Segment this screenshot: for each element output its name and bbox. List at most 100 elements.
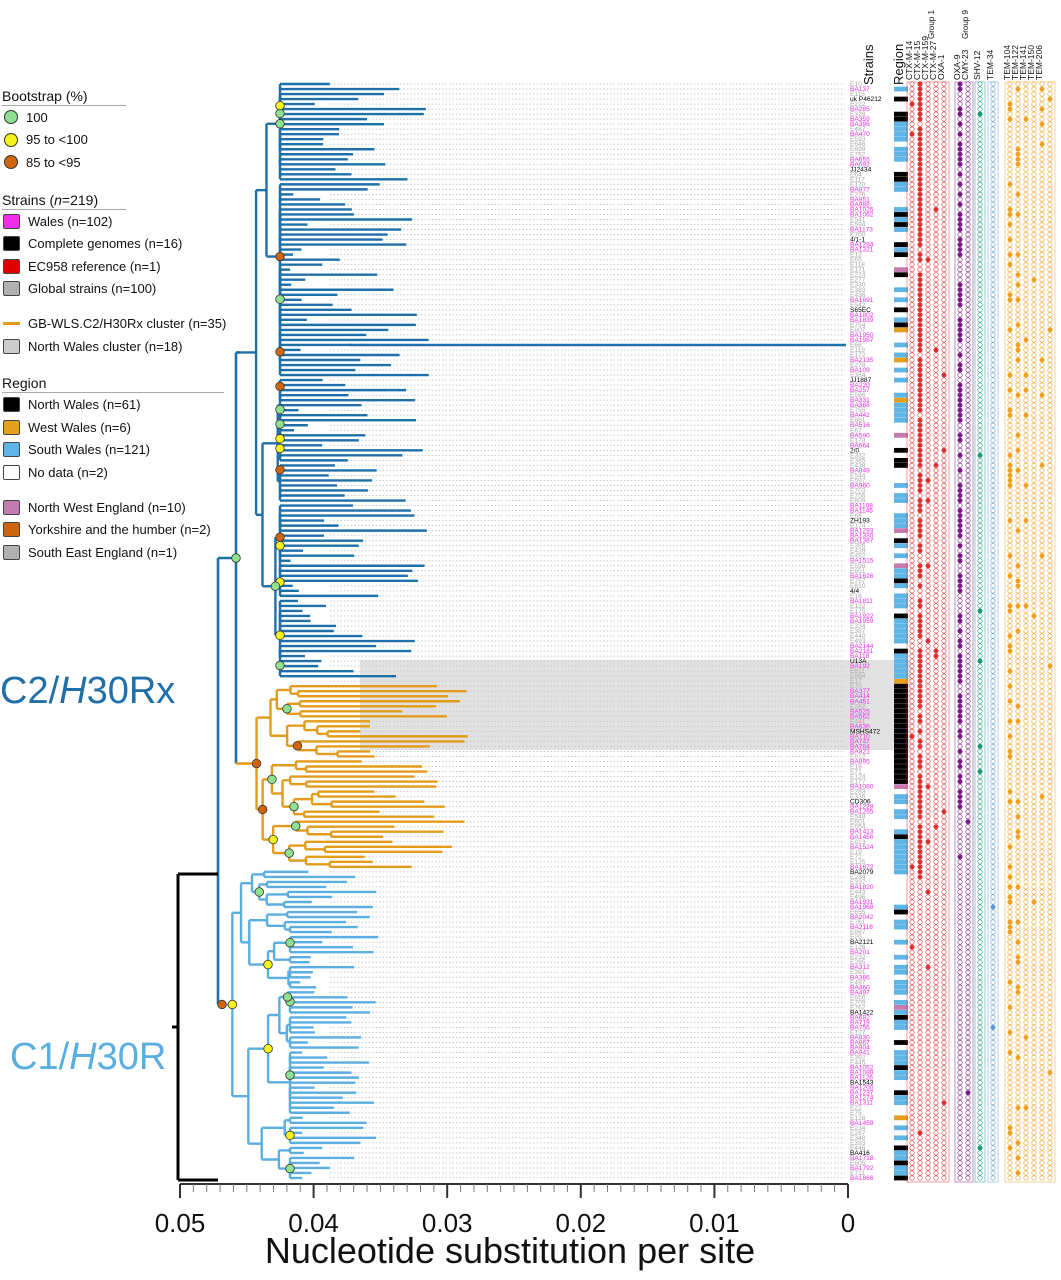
- gene-presence-dot: [925, 161, 931, 167]
- gene-presence-dot: [965, 382, 971, 388]
- gene-presence-dot: [965, 146, 971, 152]
- gene-presence-dot: [965, 528, 971, 534]
- gene-presence-dot: [1007, 176, 1013, 182]
- region-cell: [894, 969, 908, 975]
- strains-legend-item: EC958 reference (n=1): [2, 255, 232, 278]
- gene-presence-dot: [925, 166, 931, 172]
- gene-presence-dot: [933, 493, 939, 499]
- gene-presence-dot: [1039, 703, 1045, 709]
- gene-presence-dot: [1039, 191, 1045, 197]
- gene-presence-dot: [1031, 322, 1037, 328]
- gene-presence-dot: [917, 432, 923, 438]
- gene-presence-dot: [1047, 1170, 1053, 1176]
- gene-presence-dot: [990, 623, 996, 629]
- gene-presence-dot: [957, 999, 963, 1005]
- gene-presence-dot: [965, 1090, 971, 1096]
- gene-presence-dot: [917, 1060, 923, 1066]
- gene-presence-dot: [941, 738, 947, 744]
- gene-presence-dot: [965, 859, 971, 865]
- gene-presence-dot: [1047, 1085, 1053, 1091]
- gene-presence-dot: [1039, 573, 1045, 579]
- gene-presence-dot: [1015, 758, 1021, 764]
- gene-presence-dot: [977, 206, 983, 212]
- gene-presence-dot: [1007, 412, 1013, 418]
- gene-presence-dot: [909, 332, 915, 338]
- gene-presence-dot: [1031, 568, 1037, 574]
- gene-presence-dot: [957, 186, 963, 192]
- gene-presence-dot: [977, 1150, 983, 1156]
- gene-presence-dot: [1023, 257, 1029, 263]
- gene-presence-dot: [1015, 1145, 1021, 1151]
- gene-presence-dot: [1039, 588, 1045, 594]
- gene-presence-dot: [1031, 989, 1037, 995]
- gene-presence-dot: [965, 884, 971, 890]
- strains-column-header: Strains: [861, 44, 876, 85]
- gene-presence-dot: [917, 327, 923, 333]
- gene-presence-dot: [1015, 176, 1021, 182]
- gene-presence-dot: [1031, 412, 1037, 418]
- gene-presence-dot: [925, 743, 931, 749]
- gene-presence-dot: [1031, 753, 1037, 759]
- gene-presence-dot: [1031, 297, 1037, 303]
- gene-presence-dot: [1023, 181, 1029, 187]
- gene-presence-dot: [933, 352, 939, 358]
- gene-presence-dot: [965, 211, 971, 217]
- gene-presence-dot: [1047, 442, 1053, 448]
- gene-presence-dot: [1007, 784, 1013, 790]
- gene-presence-dot: [1015, 608, 1021, 614]
- gene-presence-dot: [933, 573, 939, 579]
- gene-presence-dot: [977, 141, 983, 147]
- gene-presence-dot: [977, 472, 983, 478]
- gene-presence-dot: [1047, 748, 1053, 754]
- gene-presence-dot: [925, 111, 931, 117]
- gene-presence-dot: [1031, 101, 1037, 107]
- gene-presence-dot: [957, 307, 963, 313]
- gene-presence-dot: [965, 949, 971, 955]
- gene-presence-dot: [1039, 849, 1045, 855]
- gene-presence-dot: [941, 834, 947, 840]
- gene-presence-dot: [1007, 874, 1013, 880]
- gene-presence-dot: [990, 503, 996, 509]
- gene-presence-dot: [1015, 939, 1021, 945]
- gene-presence-dot: [977, 648, 983, 654]
- gene-presence-dot: [941, 1019, 947, 1025]
- gene-presence-dot: [941, 1155, 947, 1161]
- gene-presence-dot: [941, 864, 947, 870]
- gene-presence-dot: [965, 809, 971, 815]
- gene-presence-dot: [933, 834, 939, 840]
- gene-presence-dot: [1015, 944, 1021, 950]
- gene-presence-dot: [909, 462, 915, 468]
- gene-presence-dot: [977, 899, 983, 905]
- tip-label: E711: [850, 1170, 865, 1177]
- region-cell: [894, 181, 908, 187]
- gene-presence-dot: [925, 101, 931, 107]
- gene-presence-dot: [1023, 412, 1029, 418]
- gene-presence-dot: [957, 467, 963, 473]
- gene-presence-dot: [1015, 257, 1021, 263]
- gene-presence-dot: [941, 126, 947, 132]
- gene-presence-dot: [1023, 216, 1029, 222]
- gene-presence-dot: [977, 412, 983, 418]
- gene-presence-dot: [957, 452, 963, 458]
- gene-presence-dot: [909, 1105, 915, 1111]
- tip-label: BA1062: [850, 211, 874, 218]
- gene-presence-dot: [909, 101, 915, 107]
- gene-presence-dot: [933, 733, 939, 739]
- gene-presence-dot: [1039, 829, 1045, 835]
- gene-presence-dot: [941, 899, 947, 905]
- gene-presence-dot: [933, 196, 939, 202]
- gene-presence-dot: [1031, 999, 1037, 1005]
- gene-presence-dot: [1031, 487, 1037, 493]
- gene-presence-dot: [1047, 859, 1053, 865]
- gene-presence-dot: [909, 533, 915, 539]
- gene-presence-dot: [957, 121, 963, 127]
- tip-label: BA1284: [850, 242, 874, 249]
- gene-presence-dot: [957, 663, 963, 669]
- gene-presence-dot: [1031, 417, 1037, 423]
- gene-presence-dot: [1023, 96, 1029, 102]
- gene-presence-dot: [957, 1125, 963, 1131]
- gene-presence-dot: [957, 487, 963, 493]
- gene-presence-dot: [909, 1115, 915, 1121]
- x-axis: 0.05 0.04 0.03 0.02 0.01 0: [155, 1183, 855, 1238]
- gene-presence-dot: [1031, 763, 1037, 769]
